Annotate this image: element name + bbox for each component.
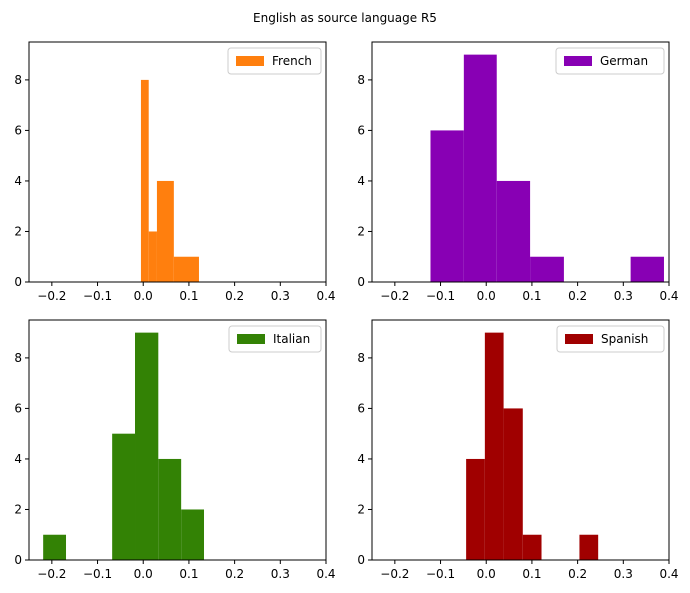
- x-tick-label: 0.4: [316, 289, 335, 303]
- y-tick-label: 0: [14, 275, 22, 289]
- x-tick-label: 0.3: [614, 567, 633, 581]
- x-tick-label: 0.4: [659, 567, 678, 581]
- y-tick-label: 8: [357, 351, 365, 365]
- histogram-bar: [466, 458, 485, 560]
- panel-italian: −0.2 −0.1 0.0 0.1 0.2 0.3 0.4 0 2 4 6 8 Italian: [14, 319, 336, 581]
- legend-box: [227, 47, 322, 75]
- axes-frame: [371, 319, 670, 561]
- x-tick-label: 0.0: [134, 567, 153, 581]
- legend-label: German: [600, 54, 648, 68]
- axes-frame: [28, 319, 327, 561]
- x-tick-label: −0.2: [380, 289, 409, 303]
- y-tick-label: 2: [14, 502, 22, 516]
- histogram-bar: [503, 408, 523, 560]
- histogram-bar: [158, 458, 182, 560]
- panel-french: −0.2 −0.1 0.0 0.1 0.2 0.3 0.4 0 2 4 6 8 French: [14, 41, 336, 303]
- x-tick-label: −0.2: [380, 567, 409, 581]
- x-tick-label: −0.2: [37, 567, 66, 581]
- histogram-bar: [484, 332, 504, 560]
- legend-swatch: [236, 56, 264, 66]
- histogram-bar: [112, 433, 136, 560]
- histogram-bar: [530, 256, 564, 282]
- y-tick-label: 0: [14, 553, 22, 567]
- histogram-bar: [148, 231, 157, 282]
- histogram-bar: [463, 54, 497, 283]
- x-tick-label: 0.4: [659, 289, 678, 303]
- histogram-bar: [430, 130, 464, 282]
- y-tick-label: 0: [357, 553, 365, 567]
- x-tick-label: 0.2: [568, 567, 587, 581]
- y-tick-label: 2: [357, 224, 365, 238]
- x-tick-label: 0.3: [271, 567, 290, 581]
- x-tick-label: 0.1: [179, 567, 198, 581]
- histogram-bar: [173, 256, 199, 282]
- histogram-bar: [135, 332, 159, 560]
- histogram-bar: [522, 534, 542, 560]
- y-tick-label: 6: [14, 401, 22, 415]
- legend-label: French: [272, 54, 312, 68]
- y-tick-label: 8: [14, 73, 22, 87]
- y-tick-label: 6: [357, 401, 365, 415]
- legend-swatch: [564, 56, 592, 66]
- figure-title: English as source language R5: [253, 11, 437, 25]
- y-tick-label: 4: [14, 452, 22, 466]
- legend-swatch: [237, 334, 265, 344]
- histogram-bar: [43, 534, 67, 560]
- x-tick-label: 0.2: [568, 289, 587, 303]
- x-tick-label: −0.1: [83, 567, 112, 581]
- legend-label: Spanish: [601, 332, 648, 346]
- histogram-bar: [181, 509, 205, 560]
- histogram-bar: [496, 180, 531, 282]
- panel-spanish: −0.2 −0.1 0.0 0.1 0.2 0.3 0.4 0 2 4 6 8 Spanish: [357, 319, 679, 581]
- y-tick-label: 4: [14, 174, 22, 188]
- histogram-bar: [630, 256, 664, 282]
- y-tick-label: 4: [357, 452, 365, 466]
- histogram-bar: [156, 180, 174, 282]
- legend-box: [556, 325, 665, 353]
- panel-german: −0.2 −0.1 0.0 0.1 0.2 0.3 0.4 0 2 4 6 8 German: [357, 41, 679, 303]
- x-tick-label: 0.1: [522, 289, 541, 303]
- axes-frame: [371, 41, 670, 283]
- x-tick-label: −0.1: [426, 567, 455, 581]
- x-tick-label: 0.0: [477, 567, 496, 581]
- x-tick-label: 0.2: [225, 567, 244, 581]
- x-tick-label: 0.3: [614, 289, 633, 303]
- y-tick-label: 8: [14, 351, 22, 365]
- y-tick-label: 6: [14, 123, 22, 137]
- x-tick-label: −0.1: [83, 289, 112, 303]
- x-tick-label: 0.1: [179, 289, 198, 303]
- x-tick-label: 0.1: [522, 567, 541, 581]
- x-tick-label: −0.1: [426, 289, 455, 303]
- histogram-bar: [579, 534, 599, 560]
- x-tick-label: 0.0: [477, 289, 496, 303]
- legend-swatch: [565, 334, 593, 344]
- histogram-bar: [140, 79, 149, 282]
- legend-box: [228, 325, 322, 353]
- y-tick-label: 4: [357, 174, 365, 188]
- y-tick-label: 2: [357, 502, 365, 516]
- x-tick-label: 0.2: [225, 289, 244, 303]
- x-tick-label: −0.2: [37, 289, 66, 303]
- y-tick-label: 8: [357, 73, 365, 87]
- x-tick-label: 0.0: [134, 289, 153, 303]
- x-tick-label: 0.3: [271, 289, 290, 303]
- y-tick-label: 0: [357, 275, 365, 289]
- legend-box: [555, 47, 665, 75]
- axes-frame: [28, 41, 327, 283]
- legend-label: Italian: [273, 332, 310, 346]
- y-tick-label: 6: [357, 123, 365, 137]
- y-tick-label: 2: [14, 224, 22, 238]
- x-tick-label: 0.4: [316, 567, 335, 581]
